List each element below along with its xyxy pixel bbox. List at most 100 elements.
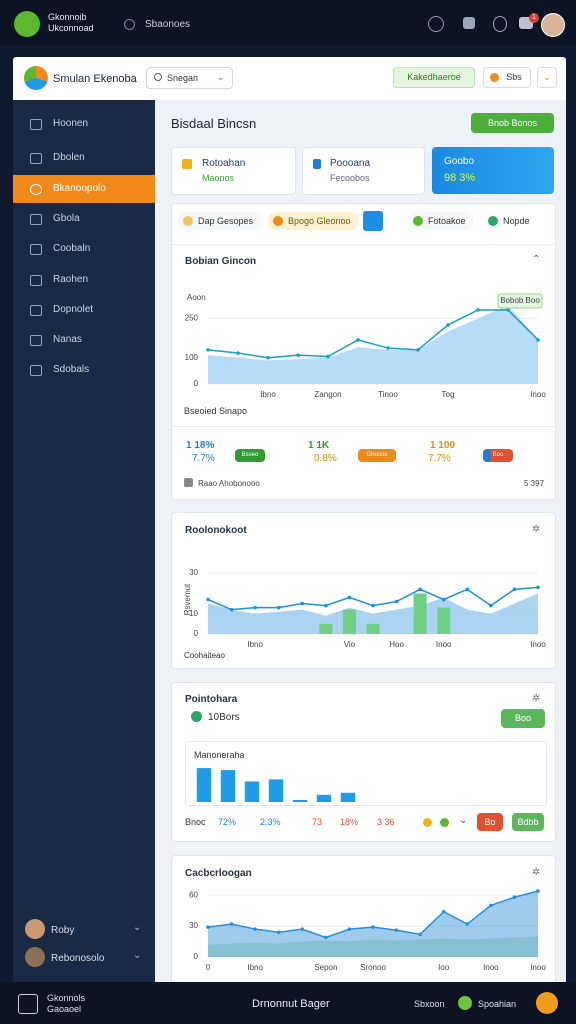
stat-tag[interactable]: Ghooos <box>358 449 396 462</box>
x-tick-label: Inoo <box>483 963 499 972</box>
kpi-card[interactable]: Goobo 98 3% <box>432 147 554 194</box>
point <box>371 925 375 929</box>
filter-toggle[interactable] <box>363 211 383 231</box>
point <box>465 587 470 592</box>
area <box>208 936 538 957</box>
stat-tag[interactable]: Boo <box>483 449 513 462</box>
user-name[interactable]: Rebonosolo <box>51 953 105 964</box>
nav-label: Bkanoopolo <box>53 183 106 194</box>
nav-item[interactable]: Coobaln <box>13 235 155 263</box>
point <box>394 599 399 604</box>
point <box>512 895 517 900</box>
x-tick-label: Ibno <box>247 640 263 649</box>
footer-link[interactable]: Sbxoon <box>414 999 445 1009</box>
status: 10Bors <box>208 712 240 723</box>
annotation-box <box>497 293 543 309</box>
nav-label: Dopnolet <box>53 304 94 315</box>
bar <box>268 779 284 802</box>
app-name: Smulan Ekenoba <box>53 73 137 85</box>
kpi-sub: Fecoobos <box>330 173 370 183</box>
footer-icon[interactable] <box>18 994 38 1014</box>
panel-button[interactable]: Bdbb <box>512 813 544 831</box>
point <box>506 308 510 312</box>
x-tick-label: Ioo <box>438 963 450 972</box>
point <box>371 603 375 608</box>
panel-button[interactable]: Boo <box>501 709 545 728</box>
point <box>441 597 446 602</box>
stat-change: 7.7% <box>192 453 215 464</box>
workspace[interactable]: Sbaonoes <box>145 19 191 30</box>
point <box>266 355 270 360</box>
nav-item[interactable]: Sdobals <box>13 356 155 384</box>
kpi-card[interactable]: Rotoahan Maonos <box>171 147 296 195</box>
nav-item[interactable]: Hoonen <box>13 110 155 138</box>
bar <box>342 609 356 634</box>
action-button[interactable]: Kakedhaeroe <box>393 67 475 88</box>
footer-brand-line: Gkonnols <box>47 993 86 1003</box>
secondary-button[interactable]: Sbs <box>483 67 531 88</box>
filter-chip[interactable]: Bpogo Gleonoo <box>268 212 359 230</box>
point <box>324 935 328 940</box>
icon[interactable] <box>493 16 507 32</box>
nav-item[interactable]: Dbolen <box>13 144 155 172</box>
search[interactable]: Snegan ⌄ <box>146 67 233 89</box>
stat-change: 0.8% <box>314 453 337 464</box>
y-tick-label: 0 <box>194 952 199 961</box>
point <box>536 338 540 342</box>
x-tick-label: Inoo <box>530 390 546 399</box>
filter-chip[interactable]: Dap Gesopes <box>178 212 262 230</box>
brand-line: Ukconnoad <box>48 23 94 33</box>
footer-status: Spoahian <box>478 999 517 1009</box>
icon[interactable] <box>428 16 444 32</box>
kpi-title: Goobo <box>444 156 475 167</box>
chart-caption: Coohaiteao <box>184 651 225 660</box>
point <box>296 353 300 357</box>
x-tick-label: Inoo <box>530 640 546 649</box>
nav-item[interactable]: Raohen <box>13 266 155 294</box>
chip-text: Dap Gesopes <box>198 216 254 226</box>
point <box>229 607 234 612</box>
y-tick-label: 10 <box>189 609 198 618</box>
nav-label: Hoonen <box>53 118 89 129</box>
point <box>418 932 422 937</box>
chart-caption: Bseoied Sinapo <box>184 406 248 416</box>
menu-button[interactable]: ⌄ <box>537 67 557 88</box>
bar <box>196 768 212 802</box>
filter-chip[interactable]: Nopde <box>483 212 538 230</box>
footer-text: 2.3% <box>260 817 281 827</box>
chip-text: Fotoakoe <box>428 216 466 226</box>
y-tick-label: 100 <box>185 353 199 362</box>
bar <box>366 623 380 634</box>
avatar[interactable] <box>541 13 565 37</box>
nav-item[interactable]: Dopnolet <box>13 296 155 324</box>
point <box>253 605 257 610</box>
panel-button[interactable]: Bo <box>477 813 503 831</box>
area <box>208 891 538 957</box>
nav-item[interactable]: Nanas <box>13 326 155 354</box>
kpi-card[interactable]: Poooana Fecoobos <box>302 147 425 195</box>
footer-action[interactable] <box>536 992 558 1014</box>
footer-title: Drnonnut Bager <box>252 998 330 1010</box>
collapse[interactable]: ⌃ <box>532 254 541 265</box>
point <box>206 925 210 929</box>
settings[interactable]: ✲ <box>532 524 541 535</box>
stat-value: 1 18% <box>186 440 215 451</box>
y-axis-label: Rsvemut <box>183 583 192 615</box>
icon[interactable] <box>463 17 475 29</box>
user-name[interactable]: Roby <box>51 925 75 936</box>
search-text: Snegan <box>167 73 199 83</box>
point <box>446 323 450 327</box>
point <box>536 889 540 893</box>
filter-chip[interactable]: Fotoakoe <box>408 212 474 230</box>
nav-item[interactable]: Bkanoopolo <box>13 175 155 203</box>
chart-title: Manoneraha <box>194 750 245 760</box>
stat-tag[interactable]: Bsseo <box>235 449 265 462</box>
primary-button[interactable]: Bnob Bonos <box>471 113 554 133</box>
x-tick-label: Ibno <box>247 963 263 972</box>
nav-item[interactable]: Gbola <box>13 205 155 233</box>
nav-label: Coobaln <box>53 243 91 254</box>
stat-change: 7.7% <box>428 453 451 464</box>
x-tick-label: Tog <box>442 390 455 399</box>
brand: Gkonnoib Ukconnoad <box>48 12 94 34</box>
